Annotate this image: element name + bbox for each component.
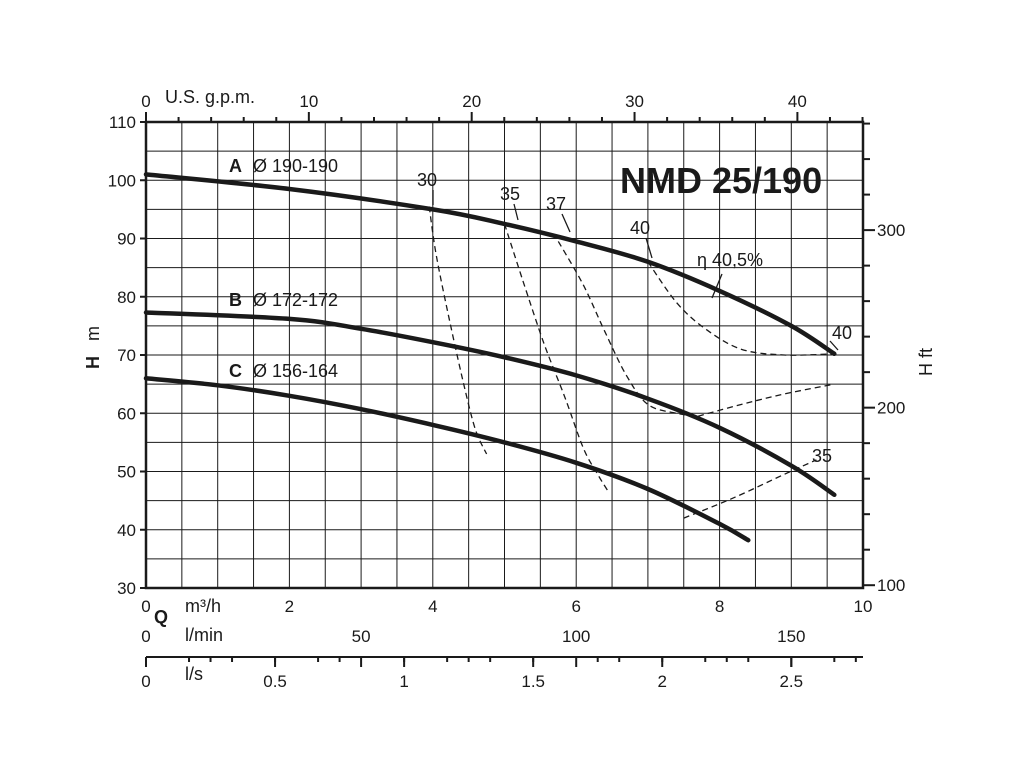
gpm-tick-label: 10 [299, 92, 318, 111]
curve-b-letter: B [229, 290, 242, 310]
eta-peak-label: η 40,5% [697, 250, 763, 270]
lmin-tick-label: 150 [777, 627, 805, 646]
leader-eta [711, 273, 723, 299]
ls-tick-label: 0 [141, 672, 150, 691]
gpm-tick-label: 0 [141, 92, 150, 111]
efficiency-curve-40 [647, 261, 835, 356]
ft-tick-label: 200 [877, 399, 905, 418]
ls-tick-label: 1.5 [521, 672, 545, 691]
efficiency-curve-30 [428, 206, 488, 455]
ls-tick-label: 2.5 [779, 672, 803, 691]
gpm-tick-label: 20 [462, 92, 481, 111]
y-tick-label: 50 [117, 463, 136, 482]
efficiency-curves [428, 206, 835, 519]
y-tick-label: 110 [109, 113, 136, 132]
x-axis-unit-ls: l/s [185, 664, 203, 684]
leader-35 [513, 203, 519, 221]
leader-37 [561, 213, 571, 233]
x-tick-label-m3h: 0 [141, 597, 150, 616]
y-tick-label: 90 [117, 230, 136, 249]
y-axis-right-label: H ft [916, 348, 936, 376]
y-axis-unit-m: m [83, 326, 103, 341]
y-tick-label: 30 [117, 579, 136, 598]
efficiency-curve-35 [503, 223, 610, 493]
curve-a-label: Ø 190-190 [253, 156, 338, 176]
ls-tick-label: 0.5 [263, 672, 287, 691]
gpm-tick-label: 40 [788, 92, 807, 111]
lmin-tick-label: 100 [562, 627, 590, 646]
gpm-tick-label: 30 [625, 92, 644, 111]
ls-tick-label: 2 [658, 672, 667, 691]
curve-b-label: Ø 172-172 [253, 290, 338, 310]
lmin-tick-label: 0 [141, 627, 150, 646]
eff-label-40-top: 40 [630, 218, 650, 238]
x-tick-label-m3h: 8 [715, 597, 724, 616]
x-axis-unit-gpm: U.S. g.p.m. [165, 87, 255, 107]
eff-label-35-top: 35 [500, 184, 520, 204]
x-tick-label-m3h: 6 [571, 597, 580, 616]
chart-title: NMD 25/190 [620, 160, 822, 201]
leader-40 [645, 237, 653, 259]
efficiency-curve-37 [557, 241, 699, 417]
x-axis-unit-m3h: m³/h [185, 596, 221, 616]
efficiency-curve-35 [683, 459, 817, 519]
ft-tick-label: 300 [877, 221, 905, 240]
head-curves [143, 172, 837, 543]
y-tick-label: 80 [117, 288, 136, 307]
head-curve-c [143, 376, 751, 543]
y-tick-label: 40 [117, 521, 136, 540]
y-tick-label: 60 [117, 404, 136, 423]
leader-40-right [829, 340, 839, 351]
x-tick-label-m3h: 2 [285, 597, 294, 616]
eff-label-30: 30 [417, 170, 437, 190]
curve-a-letter: A [229, 156, 242, 176]
x-tick-label-m3h: 4 [428, 597, 437, 616]
efficiency-curve-35 [697, 383, 835, 417]
y-axis-label-h: H [83, 356, 103, 369]
x-axis-label-q: Q [154, 607, 168, 627]
lmin-tick-label: 50 [352, 627, 371, 646]
x-axis-unit-lmin: l/min [185, 625, 223, 645]
ls-tick-label: 1 [399, 672, 408, 691]
head-curve-a [143, 172, 837, 357]
curve-c-letter: C [229, 361, 242, 381]
head-curve-b [143, 310, 837, 498]
y-tick-label: 100 [108, 171, 136, 190]
eff-label-37: 37 [546, 194, 566, 214]
curve-c-label: Ø 156-164 [253, 361, 338, 381]
x-tick-label-m3h: 10 [854, 597, 873, 616]
eff-label-40-right: 40 [832, 323, 852, 343]
ft-tick-label: 100 [877, 576, 905, 595]
y-tick-label: 70 [117, 346, 136, 365]
eff-label-35-right: 35 [812, 446, 832, 466]
